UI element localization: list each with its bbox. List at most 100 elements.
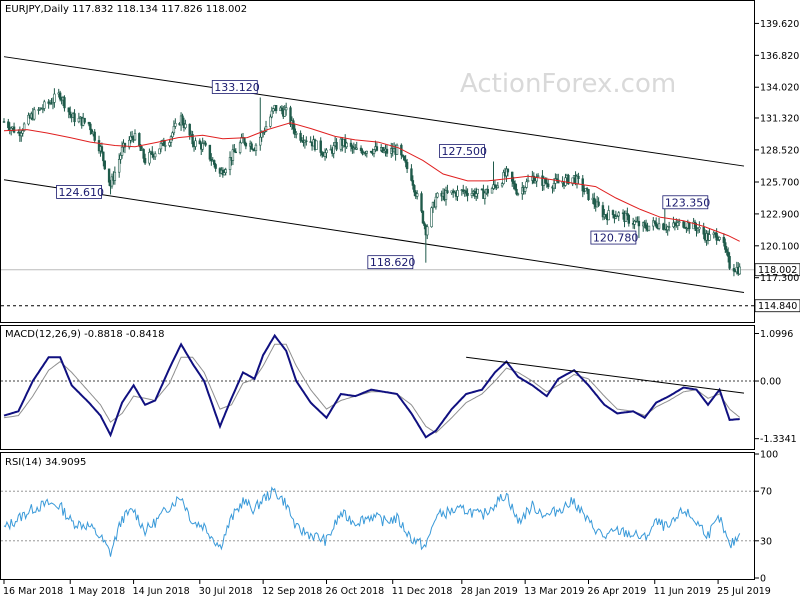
candle-body (41, 108, 45, 110)
candle-body (421, 210, 425, 224)
candle-body (51, 102, 55, 105)
candle-body (405, 161, 409, 170)
candle-body (123, 142, 127, 148)
candle-body (142, 149, 145, 159)
candle-body (198, 140, 201, 145)
candle-body (413, 185, 416, 193)
candle-body (365, 150, 369, 154)
candle-body (110, 176, 114, 187)
candle-body (647, 225, 651, 231)
y-tick-label: 131.320 (760, 113, 799, 124)
candle-body (27, 114, 30, 125)
channel-lower-line (3, 179, 745, 294)
candle-body (67, 107, 70, 113)
candle-body (372, 149, 376, 154)
support-price-label: 114.840 (758, 301, 797, 312)
y-tick-label: 100 (760, 450, 778, 461)
candle-body (243, 137, 246, 144)
annotation-box (662, 195, 709, 210)
candle-body (191, 134, 194, 145)
rsi-line (3, 486, 741, 557)
candle-body (22, 123, 26, 132)
candle-body (616, 215, 619, 218)
candle-body (673, 222, 677, 225)
candle-body (269, 116, 272, 127)
candle-body (483, 192, 487, 199)
candle-body (254, 144, 258, 151)
candle-body (325, 149, 328, 154)
candle-body (289, 107, 292, 125)
candle-body (557, 179, 560, 184)
candle-body (693, 221, 697, 228)
candle-body (434, 196, 438, 208)
candle-body (547, 183, 550, 188)
candle-body (466, 192, 469, 196)
candle-body (652, 220, 655, 227)
y-tick-label: 30 (760, 536, 772, 547)
candle-body (284, 107, 288, 111)
candle-body (293, 128, 297, 135)
candle-body (685, 227, 688, 230)
last-price-box (754, 263, 800, 277)
candle-body (643, 222, 646, 226)
candle-body (102, 151, 105, 162)
x-tick-label: 1 May 2018 (69, 586, 125, 597)
candle-body (516, 193, 520, 195)
candle-body (611, 210, 615, 215)
candle-body (270, 110, 273, 118)
candle-body (496, 185, 500, 189)
candle-body (113, 171, 117, 181)
candle-body (493, 184, 497, 187)
candle-body (617, 212, 620, 217)
candle-body (117, 159, 121, 173)
candle-body (385, 148, 389, 154)
candle-body (159, 143, 163, 150)
annotation-layer: 133.120 124.610 118.620 127.500 123.350 120.7… (56, 80, 710, 269)
candle-body (571, 177, 574, 185)
candle-body (58, 92, 62, 100)
candle-body (725, 249, 728, 253)
candle-body (515, 188, 518, 195)
candle-body (274, 105, 278, 112)
candle-body (633, 220, 636, 225)
candle-body (597, 201, 600, 206)
candle-body (567, 174, 570, 185)
candle-body (355, 147, 358, 150)
candle-body (554, 178, 557, 184)
candle-body (381, 147, 384, 153)
y-tick-label: 134.020 (760, 83, 799, 94)
candle-body (250, 143, 253, 150)
candle-body (604, 214, 607, 217)
rsi-title: RSI(14) 34.9095 (5, 457, 86, 468)
candle-body (188, 123, 191, 136)
candle-body (171, 132, 174, 138)
candle-body (715, 232, 718, 241)
candle-body (129, 136, 132, 141)
candle-body (119, 155, 122, 160)
candle-body (369, 150, 373, 153)
candle-body (536, 175, 540, 178)
macd-trendline (466, 356, 745, 394)
candle-body (93, 131, 96, 141)
macd-layer (1, 333, 754, 439)
annotation-box (590, 230, 637, 245)
candle-body (201, 143, 204, 150)
candle-body (148, 151, 151, 164)
candle-body (637, 220, 641, 227)
candle-body (502, 172, 505, 184)
candle-body (2, 121, 6, 123)
candle-body (20, 132, 23, 137)
candle-body (535, 176, 538, 182)
candle-body (423, 222, 426, 226)
candle-body (138, 133, 141, 147)
price-panel-frame (0, 0, 755, 323)
candle-body (264, 126, 268, 132)
price-layer: 118.002 114.840 (1, 56, 800, 312)
channel-upper-line (3, 56, 745, 167)
x-tick-label: 30 Jul 2018 (199, 586, 253, 597)
candle-body (77, 117, 81, 123)
candle-body (143, 158, 147, 164)
y-tick-label: 139.620 (760, 19, 799, 30)
candle-body (451, 190, 455, 193)
candle-body (361, 150, 364, 155)
